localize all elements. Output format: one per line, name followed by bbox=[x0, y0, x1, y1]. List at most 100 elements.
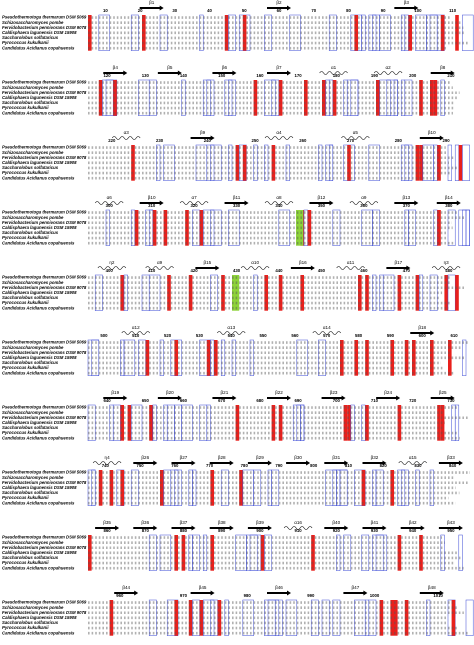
similar-box bbox=[386, 79, 398, 116]
conserved-column bbox=[260, 535, 265, 571]
conserved-column bbox=[88, 535, 92, 571]
strand-arrow bbox=[195, 265, 220, 271]
position-number: 780 bbox=[241, 463, 249, 468]
strand-arrow bbox=[410, 330, 435, 336]
similar-box bbox=[361, 534, 370, 571]
position-number: 900 bbox=[256, 528, 264, 533]
position-number: 730 bbox=[447, 398, 455, 403]
similar-box bbox=[465, 209, 470, 246]
position-number: 370 bbox=[403, 203, 411, 208]
strand-arrow bbox=[430, 70, 455, 76]
ss-label: β19 bbox=[111, 390, 119, 395]
similar-box bbox=[148, 79, 157, 116]
similar-box bbox=[462, 14, 474, 51]
ss-label: β21 bbox=[221, 390, 229, 395]
similar-box bbox=[440, 534, 445, 571]
highlight-column bbox=[296, 210, 304, 246]
position-number: 970 bbox=[180, 593, 188, 598]
conserved-column bbox=[214, 340, 218, 376]
position-number: 700 bbox=[333, 398, 341, 403]
position-number: 410 bbox=[148, 268, 156, 273]
conserved-column bbox=[354, 15, 358, 51]
similar-box bbox=[375, 469, 384, 506]
similar-box bbox=[400, 469, 406, 506]
similar-box bbox=[264, 14, 272, 51]
helix bbox=[111, 136, 141, 140]
strand-arrow bbox=[430, 395, 455, 401]
ss-label: α13 bbox=[227, 325, 235, 330]
position-number: 240 bbox=[204, 138, 212, 143]
strand-arrow bbox=[362, 460, 387, 466]
species-name: Candidatus Acidianus copahuensis bbox=[2, 565, 75, 570]
strand-arrow bbox=[309, 200, 334, 206]
strand-arrow bbox=[157, 395, 182, 401]
position-number: 110 bbox=[449, 8, 457, 13]
similar-box bbox=[462, 144, 470, 181]
conserved-column bbox=[412, 340, 416, 376]
conserved-column bbox=[322, 80, 326, 116]
helix bbox=[121, 331, 150, 335]
ss-label: β31 bbox=[332, 455, 340, 460]
position-number: 670 bbox=[218, 398, 226, 403]
ss-label: α3 bbox=[124, 130, 130, 135]
species-name: Pyrococcus kukulkanii bbox=[2, 300, 49, 305]
position-number: 740 bbox=[102, 463, 110, 468]
conserved-column bbox=[142, 15, 146, 51]
position-number: 420 bbox=[191, 268, 199, 273]
similar-box bbox=[462, 339, 467, 376]
position-number: 750 bbox=[137, 463, 145, 468]
position-number: 330 bbox=[233, 203, 241, 208]
similar-box bbox=[199, 14, 204, 51]
similar-box bbox=[372, 209, 380, 246]
similar-box bbox=[130, 469, 139, 506]
conserved-column bbox=[311, 535, 315, 571]
ss-label: β12 bbox=[318, 195, 326, 200]
position-number: 310 bbox=[148, 203, 156, 208]
species-name: Schizosaccharomyces pombe bbox=[2, 280, 64, 285]
position-number: 340 bbox=[275, 203, 283, 208]
conserved-column bbox=[188, 275, 193, 311]
helix bbox=[349, 201, 379, 205]
similar-box bbox=[350, 404, 355, 441]
strand-arrow bbox=[376, 395, 401, 401]
similar-box bbox=[415, 469, 420, 506]
conserved-column bbox=[181, 535, 186, 571]
position-number: 440 bbox=[275, 268, 283, 273]
species-name: Saccharolobus solfataricus bbox=[2, 100, 59, 105]
helix bbox=[240, 266, 270, 270]
strand-arrow bbox=[394, 200, 419, 206]
helix bbox=[179, 201, 209, 205]
helix bbox=[97, 266, 127, 270]
similar-box bbox=[163, 144, 175, 181]
helix bbox=[264, 201, 294, 205]
ss-label: β39 bbox=[256, 520, 264, 525]
conserved-column bbox=[210, 470, 214, 506]
species-name: Candidatus Acidianus copahuensis bbox=[2, 435, 75, 440]
ss-label: β22 bbox=[275, 390, 283, 395]
ss-label: α12 bbox=[132, 325, 140, 330]
ss-label: β13 bbox=[402, 195, 410, 200]
ss-label: β23 bbox=[330, 390, 338, 395]
similar-box bbox=[397, 469, 409, 506]
similar-box bbox=[246, 534, 258, 571]
conserved-column bbox=[188, 600, 193, 636]
conserved-column bbox=[455, 15, 459, 51]
species-name: Saccharolobus solfataricus bbox=[2, 295, 59, 300]
conserved-column bbox=[300, 275, 304, 311]
similar-box bbox=[274, 599, 283, 636]
conserved-column bbox=[340, 340, 344, 376]
species-name: Pyrococcus kukulkanii bbox=[2, 430, 49, 435]
strand-arrow bbox=[157, 70, 182, 76]
position-number: 760 bbox=[171, 463, 179, 468]
similar-box bbox=[321, 599, 330, 636]
position-number: 980 bbox=[244, 593, 252, 598]
position-number: 510 bbox=[132, 333, 140, 338]
similar-box bbox=[206, 79, 215, 116]
ss-label: β5 bbox=[167, 65, 173, 70]
similar-box bbox=[454, 404, 460, 441]
similar-box bbox=[354, 599, 366, 636]
ss-label: α15 bbox=[409, 455, 417, 460]
position-number: 560 bbox=[291, 333, 299, 338]
species-name: Pyrococcus kukulkanii bbox=[2, 495, 49, 500]
species-name: Fervidobacterium pennivorans DSM 9078 bbox=[2, 220, 87, 225]
